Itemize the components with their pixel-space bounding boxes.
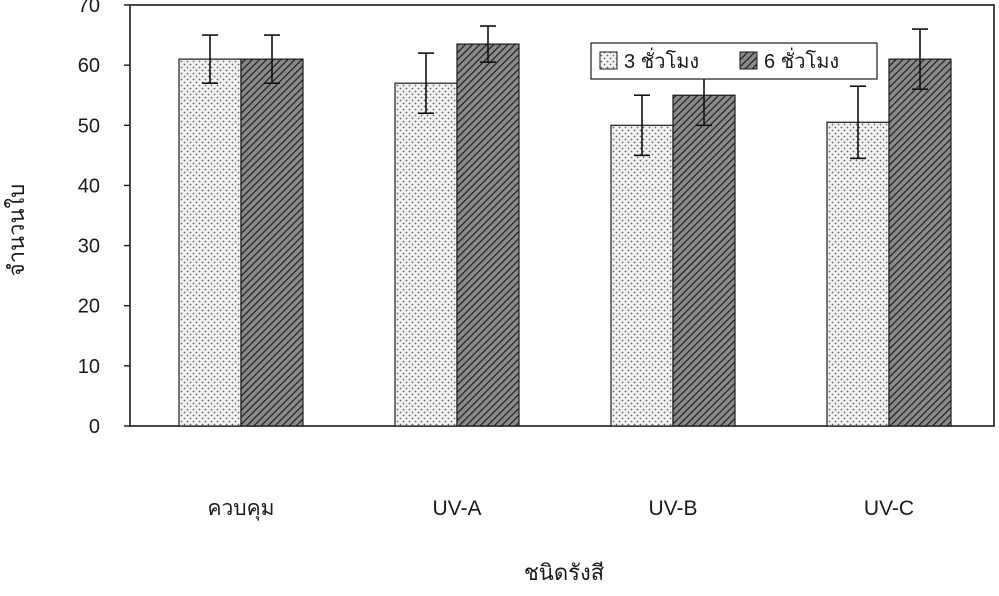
- legend: 3 ชั่วโมง 6 ชั่วโมง: [590, 42, 878, 80]
- y-tick-label: 20: [78, 296, 100, 318]
- bar-6h-1: [456, 43, 520, 427]
- y-tick-label: 10: [78, 356, 100, 378]
- error-bar-3h-0: [202, 34, 218, 84]
- bar-3h-0: [178, 58, 242, 427]
- bar-3h-2: [610, 124, 674, 427]
- legend-box: [590, 42, 878, 80]
- error-bar-3h-1: [418, 52, 434, 115]
- y-tick-label: 30: [78, 236, 100, 258]
- legend-swatch-3h: [599, 51, 618, 70]
- legend-label-3h: 3 ชั่วโมง: [624, 47, 699, 73]
- y-axis-tick-labels: 0 10 20 30 40 50 60 70: [78, 0, 100, 438]
- bars-group: [178, 43, 952, 427]
- plot-area: [124, 4, 995, 427]
- error-bar-3h-3: [850, 85, 866, 160]
- x-category-label: UV-C: [864, 497, 914, 520]
- y-tick-label: 50: [78, 115, 100, 137]
- error-bar-6h-3: [912, 28, 928, 90]
- bar-3h-1: [394, 82, 458, 427]
- x-axis-tick-labels: ควบคุม UV-A UV-B UV-C: [207, 497, 914, 521]
- x-category-label: UV-B: [648, 497, 697, 520]
- error-bar-6h-1: [480, 25, 496, 63]
- x-category-label: UV-A: [432, 497, 481, 520]
- x-axis-title: ชนิดรังสี: [524, 560, 605, 585]
- bar-6h-3: [888, 58, 952, 427]
- y-tick-label: 70: [78, 0, 100, 17]
- legend-label-6h: 6 ชั่วโมง: [764, 47, 839, 73]
- legend-swatch-6h: [739, 51, 758, 70]
- bar-3h-3: [826, 121, 890, 427]
- bar-6h-2: [672, 94, 736, 427]
- y-tick-label: 40: [78, 175, 100, 197]
- error-bar-6h-0: [264, 34, 280, 84]
- y-tick-label: 0: [89, 416, 100, 438]
- bar-6h-0: [240, 58, 304, 427]
- error-bar-3h-2: [634, 94, 650, 157]
- y-tick-label: 60: [78, 55, 100, 77]
- plot-frame: [129, 4, 995, 427]
- y-axis-title: จำนวนใบ: [4, 184, 29, 276]
- x-category-label: ควบคุม: [207, 497, 274, 521]
